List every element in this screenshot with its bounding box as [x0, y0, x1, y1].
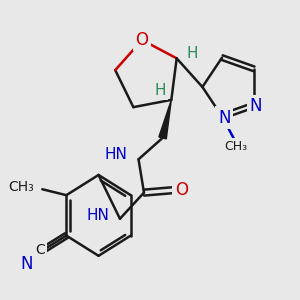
Text: N: N: [21, 255, 33, 273]
Text: O: O: [175, 181, 188, 199]
Text: H: H: [154, 83, 166, 98]
Text: CH₃: CH₃: [225, 140, 248, 153]
Polygon shape: [159, 100, 171, 139]
Text: O: O: [136, 31, 148, 49]
Text: HN: HN: [86, 208, 109, 223]
Text: H: H: [186, 46, 198, 61]
Text: CH₃: CH₃: [8, 180, 34, 194]
Text: N: N: [218, 109, 230, 127]
Text: HN: HN: [105, 147, 128, 162]
Text: N: N: [250, 97, 262, 115]
Text: C: C: [35, 243, 45, 257]
